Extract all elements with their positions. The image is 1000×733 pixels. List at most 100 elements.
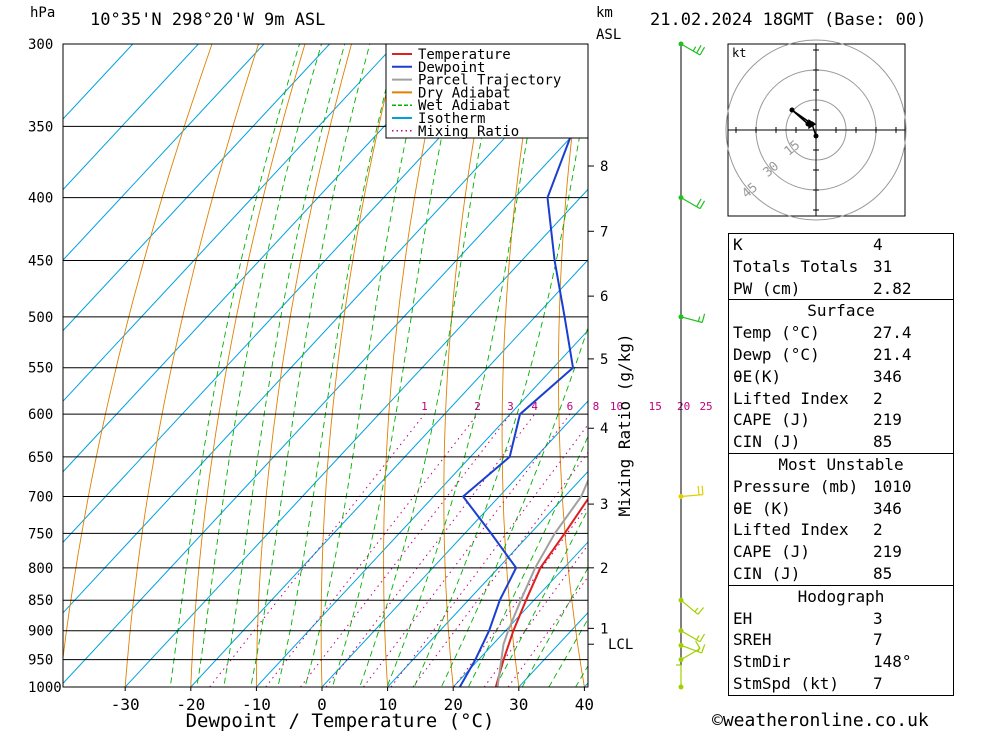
km-label-7: 7 — [600, 224, 608, 240]
most_unstable-value: 2 — [873, 520, 883, 540]
km-label-4: 4 — [600, 421, 608, 437]
pressure-label-650: 650 — [28, 450, 53, 466]
asl-unit-label: ASL — [596, 27, 622, 43]
temp-label-0: 0 — [317, 695, 327, 714]
wind-barb-feather — [699, 633, 706, 643]
pressure-label-800: 800 — [28, 561, 53, 577]
wind-barb — [678, 41, 706, 56]
wind-barb — [678, 195, 706, 210]
surface-key: Temp (°C) — [733, 323, 820, 343]
pressure-label-450: 450 — [28, 254, 53, 270]
indices-value: 2.82 — [873, 278, 912, 298]
legend-entry: Wet Adiabat — [418, 98, 511, 114]
pressure-label-350: 350 — [28, 119, 53, 135]
surface-row: Temp (°C) 27.4 — [729, 322, 953, 344]
surface-value: 346 — [873, 366, 902, 386]
km-label-LCL: LCL — [608, 637, 633, 653]
surface-key: CIN (J) — [733, 432, 801, 452]
km-unit-label: km — [596, 5, 613, 21]
hodograph-title: Hodograph — [797, 586, 885, 606]
hodograph-value: 7 — [873, 673, 883, 693]
mixing-ratio-line-6 — [363, 413, 571, 687]
legend-entry: Parcel Trajectory — [418, 73, 561, 89]
wet-adiabat — [304, 44, 428, 687]
km-label-8: 8 — [600, 159, 608, 175]
x-axis-label: Dewpoint / Temperature (°C) — [186, 710, 495, 732]
indices-section: K 4 Totals Totals 31 PW (cm) 2.82 — [728, 233, 954, 300]
mixing-ratio-label-8: 8 — [593, 400, 600, 413]
surface-value: 27.4 — [873, 323, 912, 343]
wind-barb-shaft — [680, 197, 701, 210]
surface-row: Lifted Index 2 — [729, 388, 953, 410]
mixing-ratio-label-1: 1 — [421, 400, 428, 413]
surface-section: Surface Temp (°C) 27.4 Dewp (°C) 21.4 θE(K) 3… — [728, 299, 954, 453]
wind-barb-feather — [701, 313, 706, 323]
wind-barb — [678, 642, 706, 654]
most_unstable-row: Lifted Index 2 — [729, 519, 953, 541]
indices-key: K — [733, 235, 743, 254]
wind-barb — [678, 485, 704, 500]
dry-adiabat — [501, 44, 538, 687]
surface-title: Surface — [807, 301, 875, 321]
wind-barb-feather — [699, 46, 706, 56]
wet-adiabat — [359, 44, 500, 687]
km-label-3: 3 — [600, 497, 608, 513]
wind-barb-shaft — [680, 493, 703, 498]
indices-key: PW (cm) — [733, 278, 801, 298]
most-unstable-title: Most Unstable — [778, 454, 904, 474]
wet-adiabat — [467, 435, 588, 687]
most_unstable-row: CAPE (J) 219 — [729, 541, 953, 563]
mixing-ratio-label-3: 3 — [507, 400, 514, 413]
series-parcel-trajectory — [496, 478, 588, 687]
pressure-label-300: 300 — [28, 37, 53, 53]
isotherm — [63, 44, 265, 261]
indices-key: Totals Totals — [733, 256, 859, 276]
most_unstable-value: 1010 — [873, 476, 912, 496]
hodograph-key: EH — [733, 608, 753, 628]
wind-barb — [678, 628, 706, 643]
surface-key: θE(K) — [733, 366, 782, 386]
mixing-ratio-line-20 — [483, 544, 588, 687]
mixing-ratio-label-20: 20 — [677, 400, 690, 413]
surface-key: Dewp (°C) — [733, 344, 820, 364]
pressure-label-950: 950 — [28, 653, 53, 669]
pressure-label-850: 850 — [28, 593, 53, 609]
most_unstable-value: 219 — [873, 542, 902, 562]
mixing-ratio-label-25: 25 — [699, 400, 712, 413]
isotherm — [63, 44, 396, 402]
isotherm — [63, 44, 134, 120]
temp-label--20: -20 — [176, 695, 205, 714]
temp-label--10: -10 — [242, 695, 271, 714]
most_unstable-value: 346 — [873, 498, 902, 518]
wind-barb-feather — [696, 44, 702, 54]
surface-row: CAPE (J) 219 — [729, 409, 953, 431]
temp-label-10: 10 — [378, 695, 397, 714]
dry-adiabat — [954, 7, 1000, 713]
pressure-label-600: 600 — [28, 407, 53, 423]
temp-label-20: 20 — [444, 695, 463, 714]
legend-entry: Mixing Ratio — [418, 124, 519, 140]
wet-adiabat — [196, 44, 322, 687]
mixing-ratio-label-10: 10 — [610, 400, 623, 413]
wet-adiabat — [169, 44, 300, 687]
pressure-label-750: 750 — [28, 526, 53, 542]
isotherm — [63, 44, 331, 332]
legend-entry: Isotherm — [418, 111, 485, 127]
mixing-ratio-label-15: 15 — [649, 400, 662, 413]
wind-barb — [678, 313, 706, 324]
indices-panel: K 4 Totals Totals 31 PW (cm) 2.82 Surface Tem… — [728, 233, 954, 703]
dry-adiabat — [63, 44, 213, 662]
wind-barb-feather — [701, 644, 706, 654]
surface-row: Dewp (°C) 21.4 — [729, 344, 953, 366]
pressure-label-1000: 1000 — [28, 680, 62, 696]
hodograph-trace — [791, 109, 817, 137]
most_unstable-key: Pressure (mb) — [733, 476, 859, 496]
mixing-ratio-label-4: 4 — [531, 400, 538, 413]
temp-label-30: 30 — [509, 695, 528, 714]
dry-adiabat — [443, 44, 492, 687]
most_unstable-value: 85 — [873, 563, 893, 583]
most-unstable-section: Most Unstable Pressure (mb) 1010 θE (K) 346… — [728, 452, 954, 585]
series-dewpoint — [458, 44, 580, 687]
wet-adiabat — [250, 44, 371, 687]
